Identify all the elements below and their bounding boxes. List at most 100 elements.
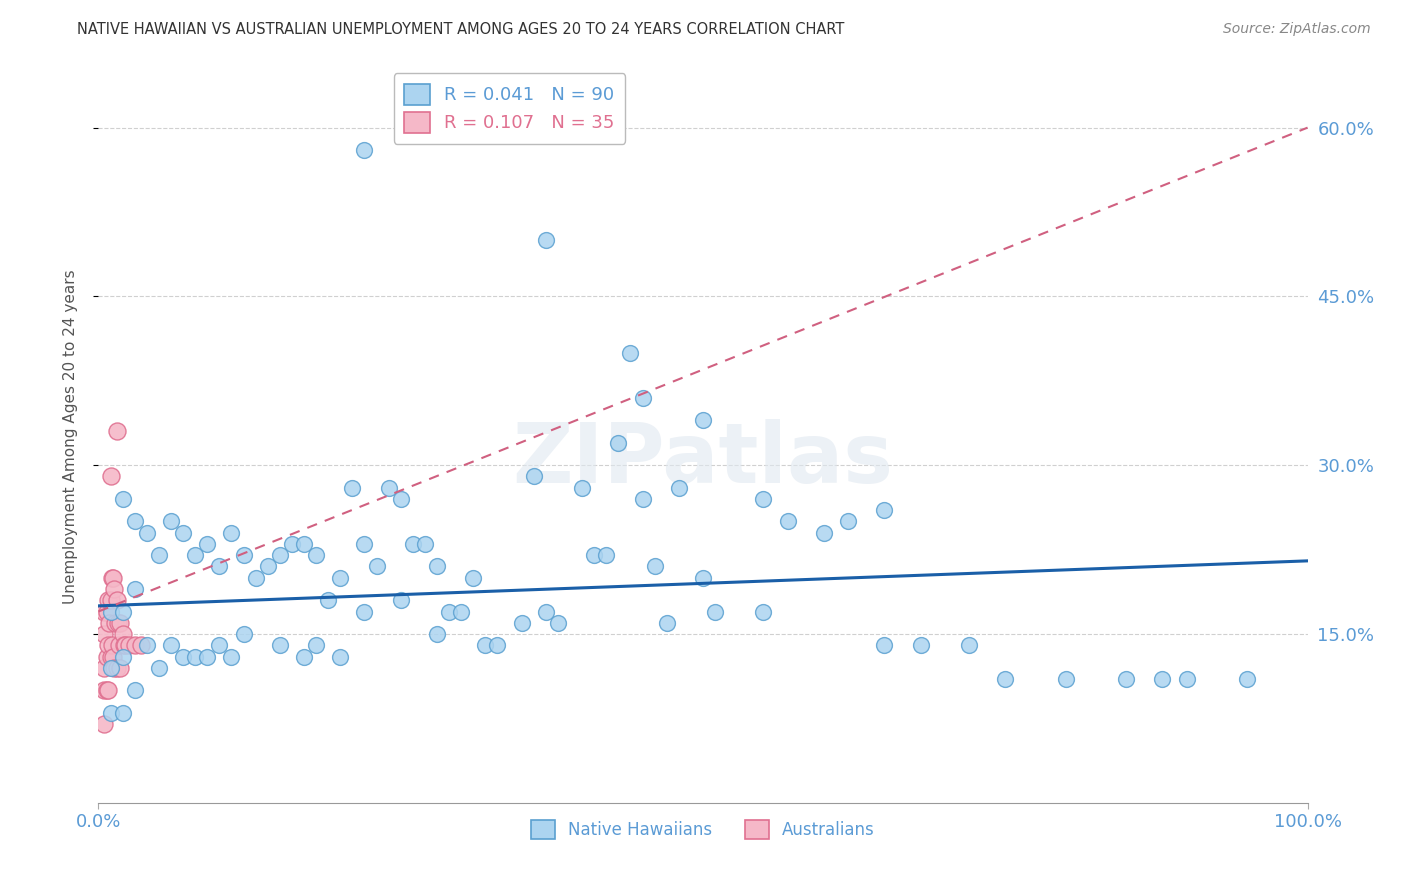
Point: [100, 706, 122, 720]
Point: [619, 345, 641, 359]
Point: [97, 638, 120, 652]
Point: [1175, 672, 1198, 686]
Point: [195, 537, 218, 551]
Point: [377, 481, 399, 495]
Point: [105, 661, 128, 675]
Point: [837, 515, 859, 529]
Point: [124, 515, 146, 529]
Point: [353, 605, 375, 619]
Point: [232, 627, 254, 641]
Point: [105, 593, 128, 607]
Point: [450, 605, 472, 619]
Legend: Native Hawaiians, Australians: Native Hawaiians, Australians: [524, 814, 882, 846]
Point: [353, 143, 375, 157]
Point: [281, 537, 304, 551]
Point: [97, 593, 120, 607]
Point: [353, 537, 375, 551]
Point: [655, 615, 678, 630]
Point: [195, 649, 218, 664]
Point: [103, 661, 125, 675]
Point: [402, 537, 425, 551]
Point: [103, 582, 125, 596]
Point: [413, 537, 436, 551]
Point: [100, 593, 122, 607]
Point: [172, 649, 194, 664]
Point: [101, 649, 124, 664]
Point: [100, 469, 122, 483]
Point: [232, 548, 254, 562]
Point: [96, 649, 118, 664]
Point: [437, 605, 460, 619]
Point: [129, 638, 152, 652]
Point: [96, 605, 118, 619]
Point: [100, 638, 122, 652]
Point: [607, 435, 630, 450]
Point: [245, 571, 267, 585]
Point: [108, 661, 131, 675]
Point: [474, 638, 496, 652]
Point: [124, 683, 146, 698]
Point: [1115, 672, 1137, 686]
Point: [98, 615, 121, 630]
Point: [1152, 672, 1174, 686]
Point: [111, 627, 134, 641]
Point: [111, 491, 134, 506]
Text: NATIVE HAWAIIAN VS AUSTRALIAN UNEMPLOYMENT AMONG AGES 20 TO 24 YEARS CORRELATION: NATIVE HAWAIIAN VS AUSTRALIAN UNEMPLOYME…: [77, 22, 845, 37]
Point: [366, 559, 388, 574]
Point: [668, 481, 690, 495]
Point: [108, 615, 131, 630]
Point: [208, 638, 231, 652]
Point: [994, 672, 1017, 686]
Point: [329, 571, 352, 585]
Point: [813, 525, 835, 540]
Point: [292, 649, 315, 664]
Point: [184, 548, 207, 562]
Point: [692, 413, 714, 427]
Point: [148, 661, 170, 675]
Point: [221, 649, 243, 664]
Point: [957, 638, 980, 652]
Point: [692, 571, 714, 585]
Point: [292, 537, 315, 551]
Point: [101, 571, 124, 585]
Point: [124, 638, 146, 652]
Point: [208, 559, 231, 574]
Point: [631, 491, 654, 506]
Point: [486, 638, 509, 652]
Point: [583, 548, 606, 562]
Point: [160, 638, 183, 652]
Point: [97, 683, 120, 698]
Y-axis label: Unemployment Among Ages 20 to 24 years: Unemployment Among Ages 20 to 24 years: [63, 269, 77, 605]
Point: [93, 605, 115, 619]
Point: [114, 638, 136, 652]
Point: [269, 638, 291, 652]
Point: [342, 481, 364, 495]
Point: [93, 661, 115, 675]
Point: [93, 683, 115, 698]
Point: [124, 582, 146, 596]
Point: [112, 638, 135, 652]
Point: [111, 605, 134, 619]
Point: [534, 605, 557, 619]
Point: [426, 559, 449, 574]
Point: [426, 627, 449, 641]
Point: [1054, 672, 1077, 686]
Point: [704, 605, 727, 619]
Point: [269, 548, 291, 562]
Point: [111, 706, 134, 720]
Point: [873, 638, 896, 652]
Point: [96, 683, 118, 698]
Point: [910, 638, 932, 652]
Point: [644, 559, 666, 574]
Point: [752, 605, 775, 619]
Point: [108, 638, 131, 652]
Point: [534, 233, 557, 247]
Point: [547, 615, 569, 630]
Point: [256, 559, 278, 574]
Point: [93, 627, 115, 641]
Point: [873, 503, 896, 517]
Point: [595, 548, 617, 562]
Point: [100, 605, 122, 619]
Point: [107, 615, 129, 630]
Point: [305, 548, 328, 562]
